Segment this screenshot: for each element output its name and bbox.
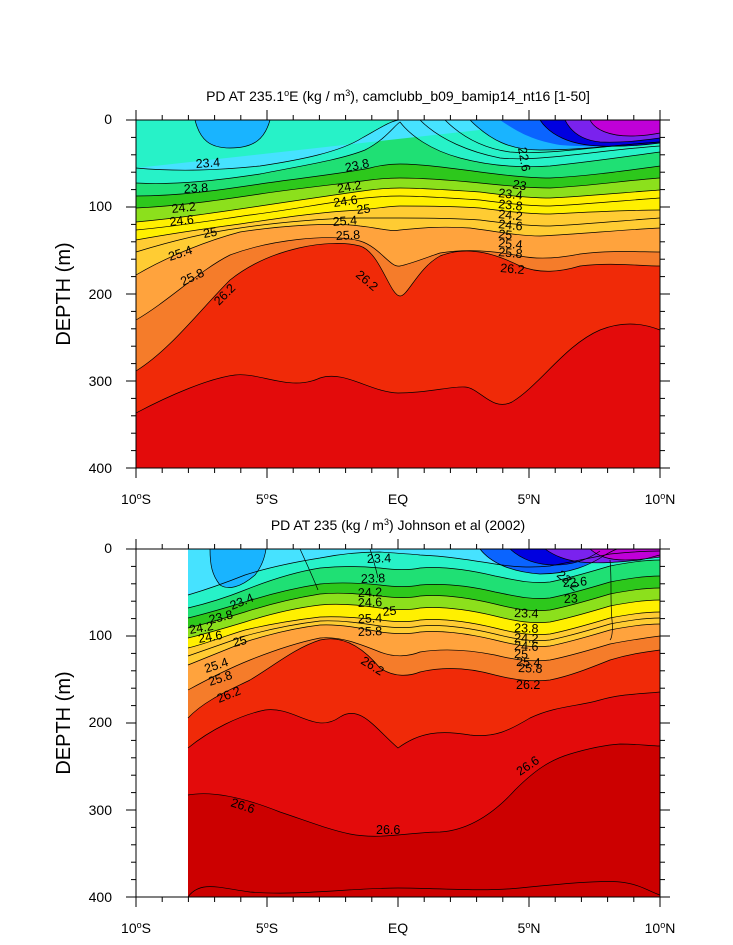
contour-label: 25	[356, 202, 371, 217]
contour-label: 23	[564, 592, 578, 606]
model-panel: PD AT 235.1oE (kg / m3), camclubb_b09_ba…	[53, 88, 675, 507]
x-tick-label: 5oN	[518, 920, 541, 936]
observed-y-axis-label: DEPTH (m)	[53, 671, 75, 774]
contour-label: 24.2	[498, 207, 524, 223]
observed-x-ticklabels: 10oS 5oS EQ 5oN 10oN	[121, 920, 675, 936]
contour-label: 23.8	[207, 607, 234, 626]
observed-y-tick-marks	[126, 548, 670, 898]
contour-label: 24.2	[514, 631, 539, 646]
contour-label: 23.4	[498, 186, 524, 202]
contour-label: 26.6	[376, 823, 400, 837]
observed-axes	[126, 539, 670, 907]
contour-label: 23.8	[183, 181, 208, 196]
contour-label: 24.2	[358, 585, 383, 600]
x-tick-label: EQ	[388, 491, 408, 507]
contour-label: 24.6	[498, 217, 524, 233]
model-contour-labels: 23.4 23.8 24.2 24.6 25 25.4 25.8 26.2 23…	[167, 146, 533, 308]
contour-label: 25	[514, 647, 528, 661]
y-tick-label: 300	[89, 802, 113, 818]
contour-label: 25.8	[358, 624, 383, 639]
observed-contour-labels: 23.4 23.8 24.2 24.6 25 25.4 25.8 26.2 26…	[188, 551, 587, 837]
contour-label: 23.8	[344, 156, 371, 175]
contour-label: 23.4	[367, 551, 392, 566]
contour-label: 24.2	[171, 200, 197, 216]
contour-label: 25.8	[335, 228, 360, 243]
model-panel-title: PD AT 235.1oE (kg / m3), camclubb_b09_ba…	[206, 88, 590, 104]
contour-label: 25.4	[332, 213, 357, 229]
contour-label: 25.4	[516, 655, 541, 670]
contour-label: 23.4	[514, 606, 539, 621]
model-contour-field	[135, 119, 661, 468]
contour-label: 25	[202, 225, 218, 241]
contour-label: 23.8	[361, 571, 386, 586]
contour-label: 24.2	[336, 178, 362, 196]
y-tick-label: 400	[89, 889, 113, 905]
x-tick-label: 10oN	[645, 491, 676, 507]
contour-label: 23.4	[195, 155, 220, 171]
contour-label: 23.8	[498, 197, 524, 213]
contour-label: 24.6	[358, 595, 383, 610]
contour-label: 23.8	[514, 621, 539, 636]
contour-label: 24.2	[188, 619, 214, 637]
contour-label: 25	[498, 227, 513, 242]
y-tick-label: 200	[89, 714, 113, 730]
contour-label: 25.8	[518, 661, 543, 676]
contour-label: 25.4	[358, 611, 383, 626]
observed-panel: PD AT 235 (kg / m3) Johnson et al (2002)	[53, 517, 675, 936]
contour-label: 23	[511, 177, 527, 193]
contour-label: 24.6	[514, 639, 539, 654]
x-tick-label: 10oN	[645, 920, 676, 936]
model-y-axis-label: DEPTH (m)	[53, 242, 75, 345]
y-tick-label: 0	[104, 540, 112, 556]
x-tick-label: EQ	[388, 920, 408, 936]
x-tick-label: 5oS	[256, 491, 278, 507]
contour-label: 22.6	[562, 574, 587, 590]
model-x-tick-marks	[135, 110, 661, 478]
contour-label: 26.2	[500, 261, 526, 277]
contour-label: 24.6	[169, 213, 195, 229]
observed-x-tick-marks	[135, 539, 661, 907]
y-tick-label: 0	[104, 111, 112, 127]
y-tick-label: 400	[89, 460, 113, 476]
observed-y-ticklabels: 0 100 200 300 400	[89, 540, 113, 905]
y-tick-label: 200	[89, 286, 113, 302]
contour-label: 25.8	[498, 245, 524, 261]
observed-contour-field	[187, 548, 661, 898]
observed-panel-title: PD AT 235 (kg / m3) Johnson et al (2002)	[271, 517, 525, 533]
contour-label: 25.4	[498, 236, 524, 252]
x-tick-label: 10oS	[121, 920, 151, 936]
x-tick-label: 5oS	[256, 920, 278, 936]
model-y-tick-marks	[126, 119, 670, 469]
contour-label: 24.6	[332, 193, 358, 210]
model-axes	[126, 110, 670, 478]
y-tick-label: 100	[89, 627, 113, 643]
model-y-ticklabels: 0 100 200 300 400	[89, 111, 113, 476]
y-tick-label: 100	[89, 198, 113, 214]
contour-label: 22.6	[515, 146, 533, 172]
y-tick-label: 300	[89, 373, 113, 389]
contour-label: 24.6	[197, 628, 223, 646]
model-x-ticklabels: 10oS 5oS EQ 5oN 10oN	[121, 491, 675, 507]
contour-label: 25	[231, 633, 248, 650]
contour-label: 26.2	[516, 678, 540, 692]
contour-label: 25	[382, 604, 397, 619]
x-tick-label: 5oN	[518, 491, 541, 507]
x-tick-label: 10oS	[121, 491, 151, 507]
